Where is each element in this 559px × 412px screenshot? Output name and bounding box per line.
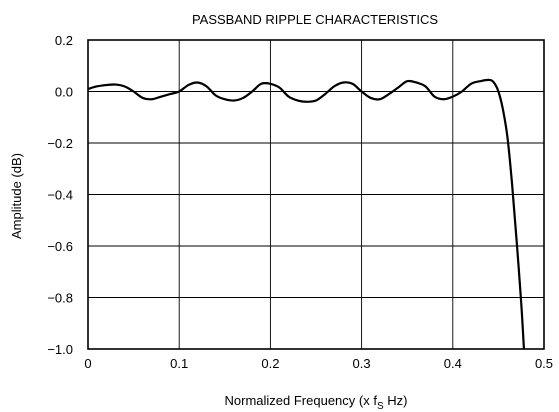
y-tick-label: −0.2 xyxy=(47,136,73,151)
x-axis-title-main: Normalized Frequency (x f xyxy=(225,393,378,408)
x-tick-label: 0.5 xyxy=(535,356,553,371)
ripple-series-line xyxy=(87,78,526,350)
x-tick-label: 0.1 xyxy=(170,356,188,371)
y-axis-title: Amplitude (dB) xyxy=(9,153,24,239)
x-tick-label: 0 xyxy=(84,356,91,371)
x-tick-label: 0.2 xyxy=(261,356,279,371)
y-tick-label: −0.8 xyxy=(47,291,73,306)
x-tick-label: 0.4 xyxy=(444,356,462,371)
y-tick-label: −1.0 xyxy=(47,342,73,357)
gridlines xyxy=(87,39,545,350)
x-tick-label: 0.3 xyxy=(353,356,371,371)
chart-title: PASSBAND RIPPLE CHARACTERISTICS xyxy=(192,12,438,27)
x-axis-title: Normalized Frequency (x fS Hz) xyxy=(225,393,408,412)
series-layer xyxy=(87,78,526,350)
y-tick-label: −0.6 xyxy=(47,239,73,254)
y-tick-label: −0.4 xyxy=(47,188,73,203)
x-axis-title-suffix: Hz) xyxy=(384,393,408,408)
y-tick-label: 0.0 xyxy=(55,85,73,100)
tick-labels: 0 0.1 0.2 0.3 0.4 0.5 0.2 0.0 −0.2 −0.4 −0.6 −0.8 −1… xyxy=(47,33,553,371)
y-tick-label: 0.2 xyxy=(55,33,73,48)
plot-frame xyxy=(87,39,545,350)
x-axis-title-subscript: S xyxy=(377,401,384,412)
